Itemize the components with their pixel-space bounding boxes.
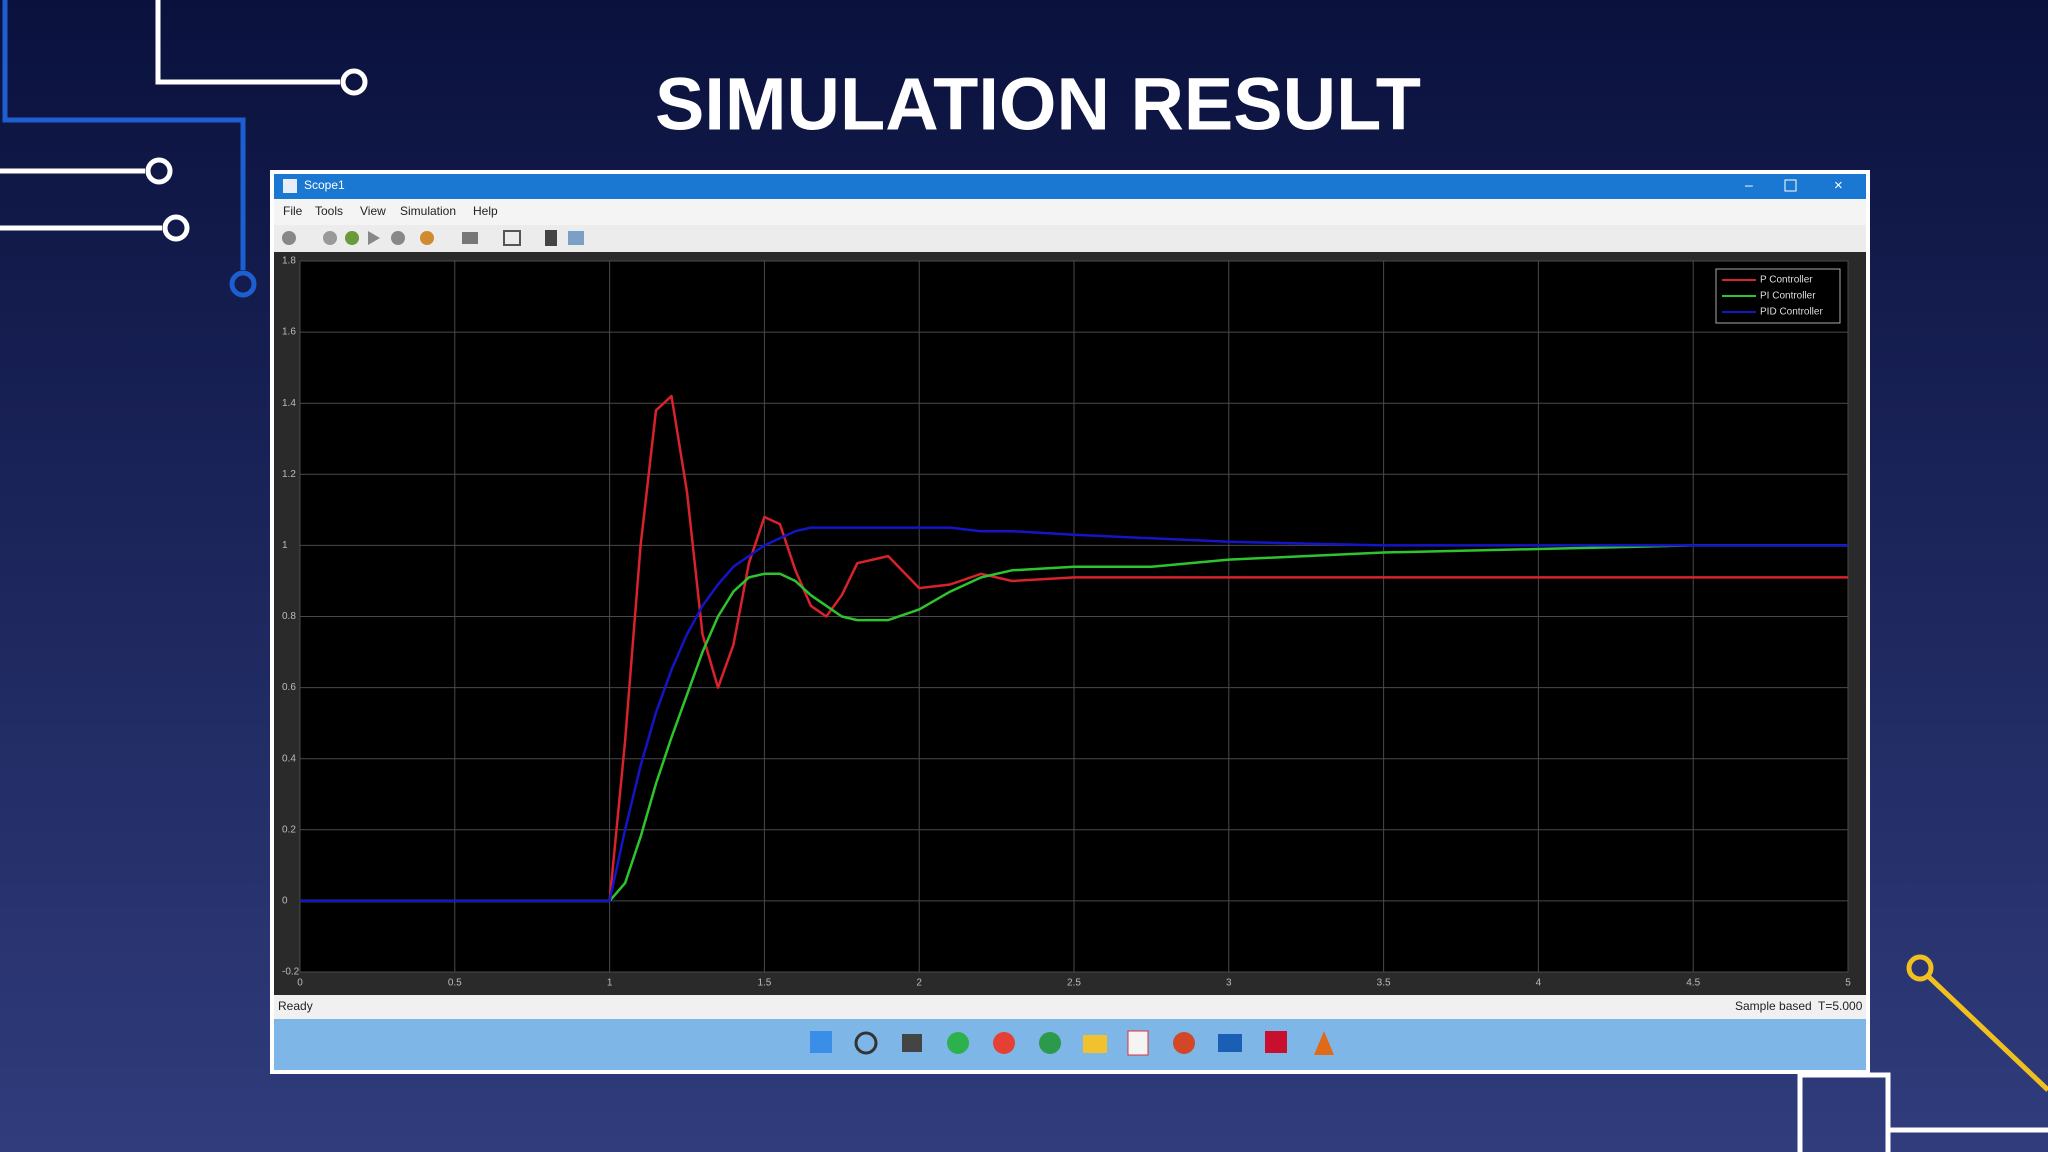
x-tick-label: 5 bbox=[1845, 978, 1851, 989]
minimize-button[interactable]: – bbox=[1745, 177, 1753, 193]
x-tick-label: 1 bbox=[607, 978, 613, 989]
y-tick-label: 1 bbox=[282, 540, 288, 551]
y-tick-label: 1.2 bbox=[282, 469, 296, 480]
menu-bar bbox=[274, 199, 1866, 225]
y-tick-label: 0 bbox=[282, 896, 288, 907]
x-tick-label: 4.5 bbox=[1686, 978, 1700, 989]
taskbar-icons bbox=[810, 1030, 1334, 1056]
menu-item[interactable]: Simulation bbox=[400, 204, 456, 218]
legend-label: PI Controller bbox=[1760, 291, 1816, 302]
status-text: Ready bbox=[278, 999, 313, 1013]
data-line bbox=[300, 526, 1848, 903]
scope-window: Scope1 – × Ready bbox=[270, 170, 1870, 1074]
menu-item[interactable]: File bbox=[283, 204, 303, 218]
x-tick-label: 3.5 bbox=[1377, 978, 1391, 989]
x-tick-label: 2.5 bbox=[1067, 978, 1081, 989]
y-tick-label: 0.6 bbox=[282, 682, 296, 693]
menu-item[interactable]: Tools bbox=[315, 204, 343, 218]
y-tick-label: 0.2 bbox=[282, 824, 296, 835]
window-title: Scope1 bbox=[304, 178, 345, 192]
y-tick-label: 1.6 bbox=[282, 327, 296, 338]
close-button[interactable]: × bbox=[1834, 177, 1843, 194]
slide-title: SIMULATION RESULT bbox=[655, 63, 1421, 146]
menu-item[interactable]: View bbox=[360, 204, 386, 218]
x-tick-label: 1.5 bbox=[757, 978, 771, 989]
y-tick-label: 0.8 bbox=[282, 611, 296, 622]
legend-box bbox=[1715, 268, 1841, 324]
x-tick-label: 0 bbox=[297, 978, 303, 989]
window-titlebar bbox=[274, 174, 1866, 199]
maximize-button[interactable] bbox=[1784, 179, 1797, 192]
x-tick-label: 3 bbox=[1226, 978, 1232, 989]
status-bar bbox=[274, 995, 1866, 1019]
y-tick-label: 1.4 bbox=[282, 398, 296, 409]
y-tick-label: -0.2 bbox=[282, 967, 300, 978]
x-tick-label: 2 bbox=[916, 978, 922, 989]
data-line bbox=[300, 394, 1848, 903]
toolbar bbox=[274, 225, 1866, 252]
legend-label: PID Controller bbox=[1760, 307, 1823, 318]
status-time: T=5.000 bbox=[1818, 999, 1863, 1013]
menu-item[interactable]: Help bbox=[473, 204, 498, 218]
toolbar-icons bbox=[282, 230, 584, 246]
taskbar bbox=[274, 1019, 1866, 1070]
y-tick-label: 1.8 bbox=[282, 256, 296, 267]
window-icon bbox=[283, 179, 297, 193]
x-tick-label: 0.5 bbox=[448, 978, 462, 989]
y-tick-label: 0.4 bbox=[282, 753, 296, 764]
legend-label: P Controller bbox=[1760, 275, 1813, 286]
x-tick-label: 4 bbox=[1536, 978, 1542, 989]
data-line bbox=[300, 544, 1848, 903]
status-mode: Sample based bbox=[1735, 999, 1812, 1013]
